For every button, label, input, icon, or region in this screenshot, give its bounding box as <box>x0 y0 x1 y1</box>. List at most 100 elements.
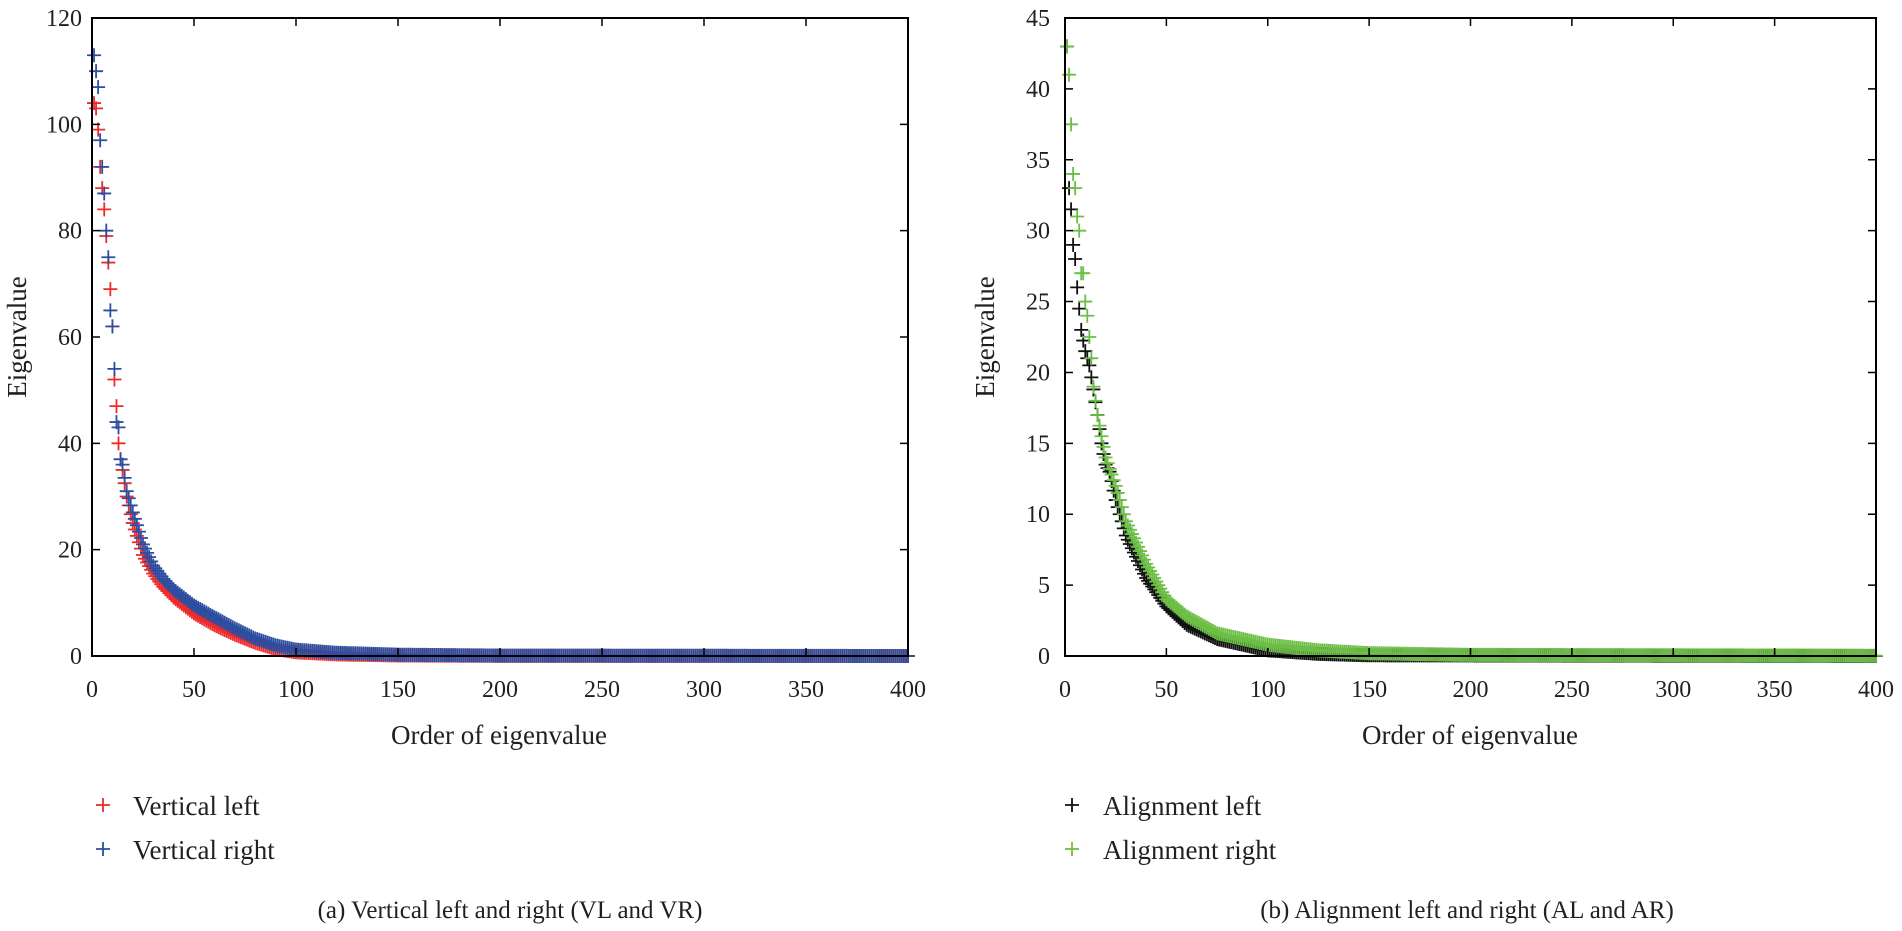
data-point <box>1139 556 1154 571</box>
legend-label-vertical-left: Vertical left <box>133 791 260 821</box>
y-axis-label: Eigenvalue <box>2 276 32 397</box>
y-tick-label: 100 <box>46 112 82 138</box>
legend-label-alignment-left: Alignment left <box>1103 791 1262 821</box>
y-tick-label: 40 <box>1026 77 1050 103</box>
x-tick-label: 150 <box>1351 677 1387 703</box>
data-point <box>1074 322 1089 337</box>
x-axis-label: Order of eigenvalue <box>391 720 607 750</box>
data-point <box>1076 333 1091 348</box>
data-point <box>1078 294 1093 309</box>
series-alignment-left <box>1060 39 1883 663</box>
data-point <box>123 498 138 513</box>
y-tick-label: 35 <box>1026 148 1050 174</box>
data-point <box>1082 330 1097 344</box>
data-point <box>1153 581 1168 596</box>
x-tick-label: 400 <box>1858 677 1894 703</box>
x-tick-label: 400 <box>890 677 926 703</box>
data-point <box>97 202 112 217</box>
caption-b: (b) Alignment left and right (AL and AR) <box>1260 897 1674 924</box>
data-point <box>1100 456 1115 471</box>
legend-label-alignment-right: Alignment right <box>1103 835 1277 865</box>
y-tick-label: 5 <box>1038 573 1050 599</box>
y-tick-label: 45 <box>1026 6 1050 32</box>
data-point <box>111 436 126 451</box>
x-tick-label: 50 <box>182 677 206 703</box>
x-tick-label: 250 <box>1554 677 1590 703</box>
data-point <box>1106 473 1121 488</box>
data-point <box>1096 439 1111 454</box>
plot-frame <box>1064 17 1877 657</box>
data-point <box>1155 585 1170 600</box>
data-point <box>1064 202 1079 217</box>
x-tick-label: 200 <box>1453 677 1489 703</box>
data-point <box>1147 571 1162 586</box>
y-tick-label: 60 <box>58 325 82 351</box>
data-point <box>1080 308 1095 323</box>
data-point <box>1108 478 1123 493</box>
legend-label-vertical-right: Vertical right <box>133 835 275 865</box>
data-point <box>1070 280 1085 295</box>
data-point <box>93 133 108 148</box>
panel-alignment: Eigenvalue Order of eigenvalue Alignment… <box>970 6 1894 924</box>
data-point <box>103 282 118 297</box>
x-tick-label: 300 <box>686 677 722 703</box>
x-axis-label: Order of eigenvalue <box>1362 720 1578 750</box>
data-point <box>125 505 140 520</box>
data-point <box>121 491 136 506</box>
y-tick-label: 80 <box>58 219 82 245</box>
x-tick-label: 0 <box>1059 677 1071 703</box>
data-point <box>1076 266 1091 281</box>
series-vertical-left <box>87 96 915 663</box>
y-axis-label: Eigenvalue <box>970 276 1000 397</box>
y-tick-label: 10 <box>1026 502 1050 528</box>
x-tick-label: 150 <box>380 677 416 703</box>
y-tick-label: 0 <box>70 644 82 670</box>
y-tick-label: 20 <box>1026 360 1050 386</box>
data-point <box>1068 252 1083 267</box>
data-point <box>105 319 120 334</box>
data-point <box>1084 351 1099 366</box>
data-point <box>1110 485 1125 500</box>
data-point <box>1116 507 1131 522</box>
x-tick-label: 100 <box>1250 677 1286 703</box>
data-point <box>1141 560 1156 575</box>
y-tick-label: 120 <box>46 6 82 32</box>
data-point <box>1064 117 1079 132</box>
data-point <box>127 511 142 526</box>
y-tick-label: 0 <box>1038 644 1050 670</box>
y-tick-label: 25 <box>1026 290 1050 316</box>
y-tick-label: 30 <box>1026 219 1050 245</box>
data-point <box>1068 181 1083 196</box>
data-point <box>1072 223 1087 238</box>
x-tick-label: 200 <box>482 677 518 703</box>
data-point <box>1088 393 1103 408</box>
data-point <box>1072 301 1087 316</box>
data-point <box>1094 429 1109 444</box>
data-point <box>111 420 126 435</box>
data-point <box>129 518 144 533</box>
data-point <box>1082 358 1097 373</box>
data-point <box>1102 461 1117 476</box>
data-point <box>97 186 112 201</box>
y-tick-label: 20 <box>58 538 82 564</box>
data-point <box>109 399 124 414</box>
series-vertical-right <box>87 48 915 663</box>
data-point <box>119 484 134 499</box>
data-point <box>1145 567 1160 582</box>
data-point <box>1114 500 1129 515</box>
data-point <box>1078 344 1093 359</box>
plot-frame <box>91 17 909 657</box>
legend-marker-icon <box>1065 842 1079 856</box>
data-point <box>1149 574 1164 589</box>
data-point <box>107 361 122 376</box>
data-point <box>91 80 106 95</box>
data-point <box>1098 450 1113 465</box>
x-tick-label: 250 <box>584 677 620 703</box>
data-point <box>131 524 146 539</box>
data-point <box>1070 209 1085 224</box>
data-point <box>1086 379 1101 394</box>
x-tick-label: 100 <box>278 677 314 703</box>
data-point <box>1104 467 1119 482</box>
series-alignment-right <box>1060 39 1883 663</box>
data-point <box>133 530 148 545</box>
